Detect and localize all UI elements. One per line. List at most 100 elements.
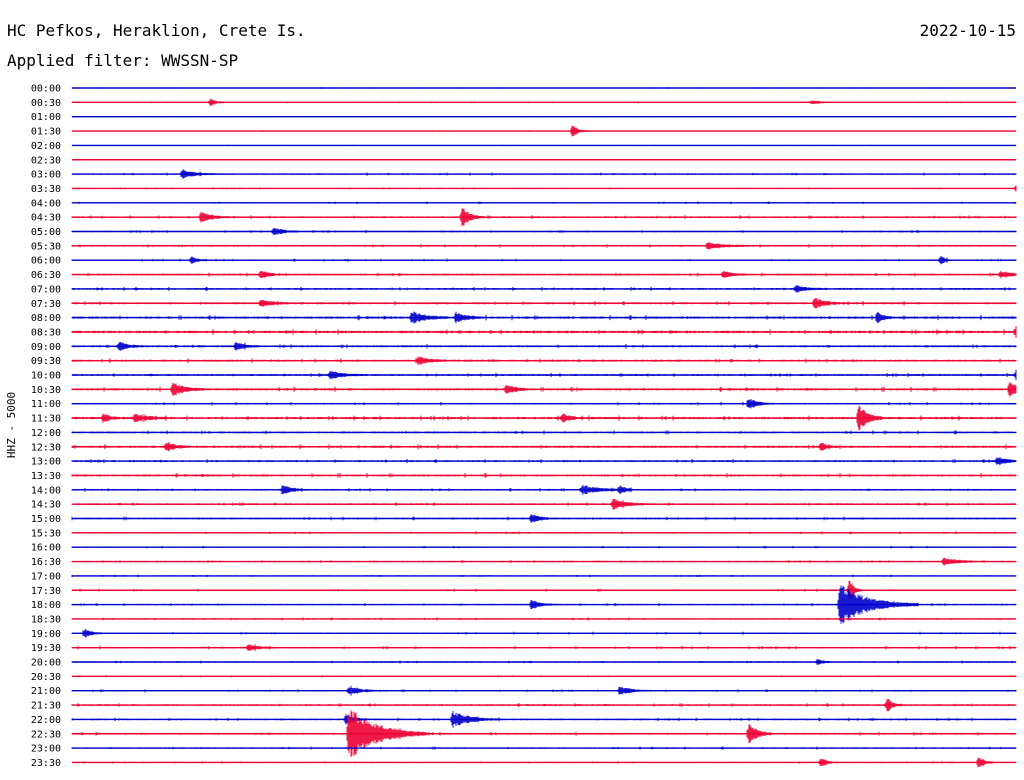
- time-label: 22:00: [31, 715, 61, 726]
- time-label: 10:30: [31, 385, 61, 396]
- seismic-trace: [71, 574, 1017, 578]
- time-label: 01:00: [31, 112, 61, 123]
- seismic-trace: [71, 514, 1017, 523]
- time-label-group: 00:00 00:30 01:00 01:30 02:00 02:30 03:00 03:30…: [31, 84, 61, 769]
- seismic-trace: [71, 256, 1017, 265]
- time-label: 04:30: [31, 213, 61, 224]
- time-label: 20:00: [31, 658, 61, 669]
- seismic-trace: [71, 545, 1017, 549]
- seismic-trace: [71, 369, 1017, 381]
- seismic-trace: [71, 125, 1017, 137]
- seismic-trace: [71, 285, 1017, 293]
- seismic-trace: [71, 675, 1017, 678]
- time-label: 13:30: [31, 471, 61, 482]
- time-label: 01:30: [31, 127, 61, 138]
- filter-label: Applied filter: WWSSN-SP: [7, 51, 238, 70]
- time-label: 21:30: [31, 701, 61, 712]
- time-label: 14:30: [31, 500, 61, 511]
- time-label: 17:30: [31, 586, 61, 597]
- time-label: 22:30: [31, 729, 61, 740]
- seismic-trace: [71, 757, 1017, 768]
- time-label: 10:00: [31, 371, 61, 382]
- time-label: 02:00: [31, 141, 61, 152]
- time-label: 07:30: [31, 299, 61, 310]
- time-label: 08:30: [31, 327, 61, 338]
- time-label: 09:00: [31, 342, 61, 353]
- seismic-trace: [71, 185, 1017, 192]
- time-label: 00:00: [31, 84, 61, 95]
- seismic-trace: [71, 169, 1017, 179]
- seismic-trace: [71, 710, 1017, 758]
- seismic-trace: [71, 116, 1017, 118]
- trace-group: [71, 87, 1017, 768]
- time-label: 04:00: [31, 198, 61, 209]
- seismic-trace: [71, 557, 1017, 566]
- time-label: 11:00: [31, 399, 61, 410]
- seismic-trace: [71, 585, 1017, 624]
- time-label: 08:00: [31, 313, 61, 324]
- seismic-trace: [71, 659, 1017, 665]
- seismic-trace: [71, 208, 1017, 227]
- time-label: 23:30: [31, 758, 61, 769]
- seismic-trace: [71, 311, 1017, 324]
- seismic-trace: [71, 298, 1017, 309]
- seismic-trace: [71, 228, 1017, 235]
- time-label: 02:30: [31, 155, 61, 166]
- time-label: 21:00: [31, 686, 61, 697]
- seismic-trace: [71, 442, 1017, 452]
- time-label: 18:30: [31, 614, 61, 625]
- seismic-trace: [71, 399, 1017, 409]
- seismic-trace: [71, 270, 1017, 279]
- time-label: 15:30: [31, 528, 61, 539]
- seismic-trace: [71, 159, 1017, 161]
- seismic-trace: [71, 430, 1017, 435]
- seismic-trace: [71, 685, 1017, 696]
- time-label: 19:30: [31, 643, 61, 654]
- seismic-trace: [71, 580, 1017, 600]
- time-label: 05:00: [31, 227, 61, 238]
- seismic-trace: [71, 457, 1017, 466]
- time-label: 12:00: [31, 428, 61, 439]
- time-label: 23:00: [31, 744, 61, 755]
- time-label: 18:00: [31, 600, 61, 611]
- seismic-trace: [71, 144, 1017, 147]
- seismic-trace: [71, 201, 1017, 205]
- seismic-trace: [71, 405, 1017, 431]
- channel-label: HHZ - 5000: [5, 392, 18, 458]
- seismic-trace: [71, 531, 1017, 535]
- time-label: 12:30: [31, 442, 61, 453]
- time-label: 07:00: [31, 284, 61, 295]
- time-label: 09:30: [31, 356, 61, 367]
- seismic-trace: [71, 87, 1017, 89]
- date-label: 2022-10-15: [920, 21, 1016, 40]
- time-label: 16:30: [31, 557, 61, 568]
- time-label: 13:00: [31, 457, 61, 468]
- seismic-trace: [71, 473, 1017, 478]
- time-label: 16:00: [31, 543, 61, 554]
- seismic-trace: [71, 746, 1017, 750]
- time-label: 06:00: [31, 256, 61, 267]
- seismic-trace: [71, 498, 1017, 510]
- seismic-trace: [71, 698, 1017, 712]
- seismic-trace: [71, 711, 1017, 728]
- seismic-trace: [71, 382, 1017, 397]
- seismic-trace: [71, 356, 1017, 366]
- time-label: 19:00: [31, 629, 61, 640]
- time-label: 03:00: [31, 170, 61, 181]
- station-title: HC Pefkos, Heraklion, Crete Is.: [7, 21, 306, 40]
- seismic-trace: [71, 644, 1017, 651]
- seismic-trace: [71, 342, 1017, 351]
- time-label: 20:30: [31, 672, 61, 683]
- time-label: 05:30: [31, 241, 61, 252]
- time-label: 15:00: [31, 514, 61, 525]
- time-label: 06:30: [31, 270, 61, 281]
- seismic-trace: [71, 629, 1017, 638]
- time-label: 17:00: [31, 571, 61, 582]
- time-label: 00:30: [31, 98, 61, 109]
- seismic-trace: [71, 98, 1017, 107]
- time-label: 11:30: [31, 414, 61, 425]
- time-label: 03:30: [31, 184, 61, 195]
- seismic-trace: [71, 617, 1017, 621]
- seismic-trace: [71, 242, 1017, 250]
